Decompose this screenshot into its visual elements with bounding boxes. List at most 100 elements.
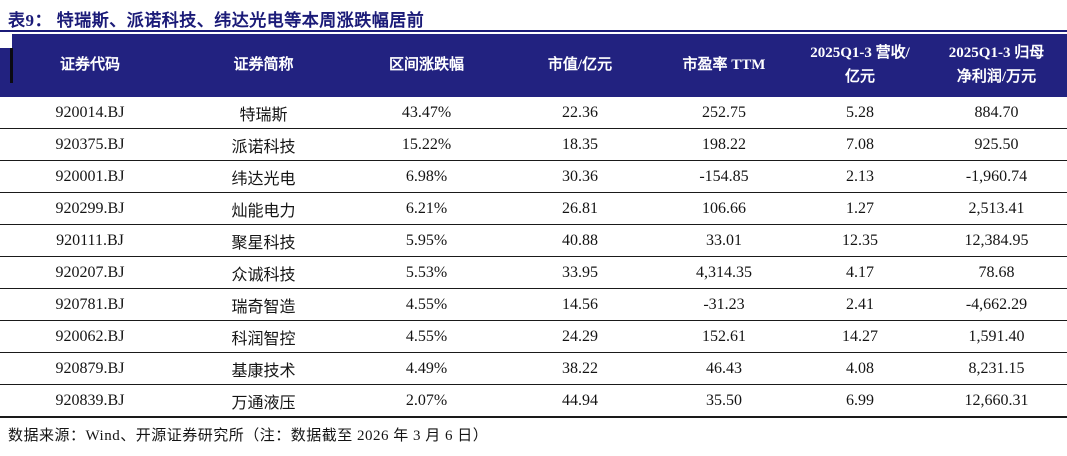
table-row: 920062.BJ 科润智控 4.55% 24.29 152.61 14.27 1,591.…	[0, 320, 1067, 353]
table-row: 920879.BJ 基康技术 4.49% 38.22 46.43 4.08 8,231.15	[0, 352, 1067, 385]
table-cell: 12.35	[794, 224, 926, 257]
column-header-5: 市盈率 TTM	[654, 34, 794, 97]
table-cell: 5.53%	[347, 256, 506, 289]
table-cell: 2.07%	[347, 384, 506, 418]
table-cell: 920879.BJ	[0, 352, 180, 385]
table-cell: 12,660.31	[926, 384, 1067, 418]
table-cell: 众诚科技	[180, 256, 347, 289]
table-cell: 7.08	[794, 128, 926, 161]
column-header-2: 证券简称	[180, 34, 347, 97]
table-cell: 24.29	[506, 320, 654, 353]
column-header-line: 市盈率 TTM	[682, 56, 766, 73]
table-cell: 44.94	[506, 384, 654, 418]
table-cell: 920111.BJ	[0, 224, 180, 257]
table-cell: 2.13	[794, 160, 926, 193]
screenshot-edge-artifact	[10, 48, 13, 83]
column-header-line: 2025Q1-3 营收/	[810, 45, 910, 62]
table-cell: 4,314.35	[654, 256, 794, 289]
table-cell: 12,384.95	[926, 224, 1067, 257]
table-cell: -1,960.74	[926, 160, 1067, 193]
table-cell: 8,231.15	[926, 352, 1067, 385]
table-cell: 科润智控	[180, 320, 347, 353]
table-cell: 5.28	[846, 103, 874, 121]
table-cell: -154.85	[654, 160, 794, 193]
table-cell: 5.95%	[347, 224, 506, 257]
table-cell: 925.50	[926, 128, 1067, 161]
table-cell: 灿能电力	[180, 192, 347, 225]
table-row: 920299.BJ 灿能电力 6.21% 26.81 106.66 1.27 2,513.4…	[0, 192, 1067, 225]
column-header-7: 2025Q1-3 归母 净利润/万元	[926, 34, 1067, 97]
table-cell: 15.22%	[347, 128, 506, 161]
table-cell: 2.41	[794, 288, 926, 321]
table-cell: 4.55%	[347, 320, 506, 353]
table-cell: 78.68	[926, 256, 1067, 289]
table-cell: 38.22	[506, 352, 654, 385]
table-cell: 106.66	[654, 192, 794, 225]
stock-performance-table: 证券代码 证券简称 区间涨跌幅 市值/亿元 市盈率 TTM 2025Q1-3 营收/亿元 2…	[0, 34, 1067, 418]
column-header-line: 净利润/万元	[956, 68, 1037, 85]
table-cell: 30.36	[506, 160, 654, 193]
column-header-line: 证券代码	[59, 56, 120, 73]
column-header-line: 亿元	[844, 68, 875, 85]
table-cell: 4.55%	[347, 288, 506, 321]
table-cell: 33.01	[654, 224, 794, 257]
column-header-line: 区间涨跌幅	[388, 56, 464, 73]
table-cell: 46.43	[654, 352, 794, 385]
table-title: 表9： 特瑞斯、派诺科技、纬达光电等本周涨跌幅居前	[8, 11, 425, 30]
screenshot-edge-artifact	[0, 34, 12, 48]
table-cell: 14.27	[794, 320, 926, 353]
column-header-line: 2025Q1-3 归母	[948, 45, 1045, 62]
table-row: 920207.BJ 众诚科技 5.53% 33.95 4,314.35 4.17 78.68	[0, 256, 1067, 289]
table-row: 920111.BJ 聚星科技 5.95% 40.88 33.01 12.35 12,384.…	[0, 224, 1067, 257]
table-cell: 920299.BJ	[0, 192, 180, 225]
table-cell: 198.22	[654, 128, 794, 161]
table-cell: 884.70	[974, 103, 1019, 121]
column-header-1: 证券代码	[0, 34, 180, 97]
table-cell: 瑞奇智造	[180, 288, 347, 321]
table-cell: 2,513.41	[926, 192, 1067, 225]
table-cell: 920001.BJ	[0, 160, 180, 193]
table-cell: 聚星科技	[180, 224, 347, 257]
table-cell: -4,662.29	[926, 288, 1067, 321]
table-cell: 14.56	[506, 288, 654, 321]
table-row: 920001.BJ 纬达光电 6.98% 30.36 -154.85 2.13 -1,960…	[0, 160, 1067, 193]
table-cell: 1,591.40	[926, 320, 1067, 353]
table-cell: 920375.BJ	[0, 128, 180, 161]
table-cell: 920781.BJ	[0, 288, 180, 321]
table-cell: 920839.BJ	[0, 384, 180, 418]
table-row: 920781.BJ 瑞奇智造 4.55% 14.56 -31.23 2.41 -4,662.…	[0, 288, 1067, 321]
table-cell: 152.61	[654, 320, 794, 353]
table-cell: -31.23	[654, 288, 794, 321]
table-header: 证券代码 证券简称 区间涨跌幅 市值/亿元 市盈率 TTM 2025Q1-3 营收/亿元 2…	[0, 34, 1067, 97]
column-header-line: 证券简称	[233, 56, 294, 73]
data-source-note: 数据来源：Wind、开源证券研究所（注：数据截至 2026 年 3 月 6 日）	[8, 428, 489, 444]
table-row: 920839.BJ 万通液压 2.07% 44.94 35.50 6.99 12,660.3…	[0, 384, 1067, 418]
table-cell: 26.81	[506, 192, 654, 225]
column-header-3: 区间涨跌幅	[347, 34, 506, 97]
table-row: 920375.BJ 派诺科技 15.22% 18.35 198.22 7.08 925.50	[0, 128, 1067, 161]
table-cell: 6.99	[794, 384, 926, 418]
table-cell: 1.27	[794, 192, 926, 225]
table-row: 920014.BJ 特瑞斯 43.47% 22.36 252.75 5.28 884.70	[0, 97, 1067, 129]
column-header-4: 市值/亿元	[506, 34, 654, 97]
table-cell: 纬达光电	[180, 160, 347, 193]
table-cell: 4.49%	[347, 352, 506, 385]
table-cell: 920014.BJ	[55, 103, 125, 121]
table-cell: 920062.BJ	[0, 320, 180, 353]
table-cell: 33.95	[506, 256, 654, 289]
column-header-line: 市值/亿元	[547, 56, 613, 73]
table-cell: 6.21%	[347, 192, 506, 225]
table-cell: 920207.BJ	[0, 256, 180, 289]
table-cell: 22.36	[562, 103, 598, 121]
table-cell: 特瑞斯	[239, 106, 288, 124]
table-cell: 4.08	[794, 352, 926, 385]
title-underline	[0, 30, 1067, 32]
table-cell: 基康技术	[180, 352, 347, 385]
table-cell: 派诺科技	[180, 128, 347, 161]
table-cell: 40.88	[506, 224, 654, 257]
table-cell: 4.17	[794, 256, 926, 289]
table-cell: 35.50	[654, 384, 794, 418]
table-cell: 43.47%	[401, 103, 452, 121]
table-cell: 万通液压	[180, 384, 347, 418]
